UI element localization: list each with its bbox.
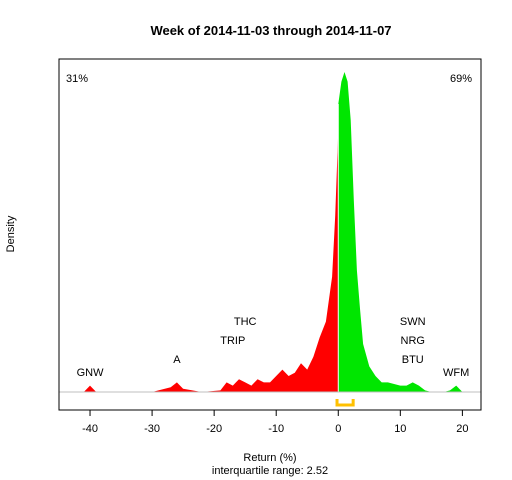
pct-positive-label: 69% [450,73,472,85]
x-tick-label: -20 [206,423,222,435]
x-tick-label: -10 [268,423,284,435]
annotation-label: SWN [400,316,426,328]
chart-title: Week of 2014-11-03 through 2014-11-07 [150,23,391,38]
annotation-label: THC [234,316,257,328]
x-axis-label: Return (%) [243,452,296,464]
plot-area [59,72,481,407]
x-tick-label: 20 [456,423,468,435]
annotation-label: TRIP [220,335,245,347]
x-tick-label: -30 [144,423,160,435]
density-area-positive [338,72,463,392]
annotation-label: NRG [401,335,425,347]
y-axis-label: Density [5,215,17,252]
x-tick-label: 10 [394,423,406,435]
x-tick-label: 0 [335,423,341,435]
x-tick-label: -40 [82,423,98,435]
iqr-bracket [335,399,355,407]
annotation-label: WFM [443,367,469,379]
annotation-label: GNW [77,367,105,379]
pct-negative-label: 31% [66,73,88,85]
iqr-label: interquartile range: 2.52 [212,465,328,477]
density-area-negative [83,104,339,392]
x-axis: -40 -30 -20 -10 0 10 20 [82,410,469,435]
plot-frame [58,58,482,411]
annotation-label: BTU [402,354,424,366]
outlier-annotations: GNW A TRIP THC SWN NRG BTU WFM [77,316,470,379]
annotation-label: A [173,354,181,366]
